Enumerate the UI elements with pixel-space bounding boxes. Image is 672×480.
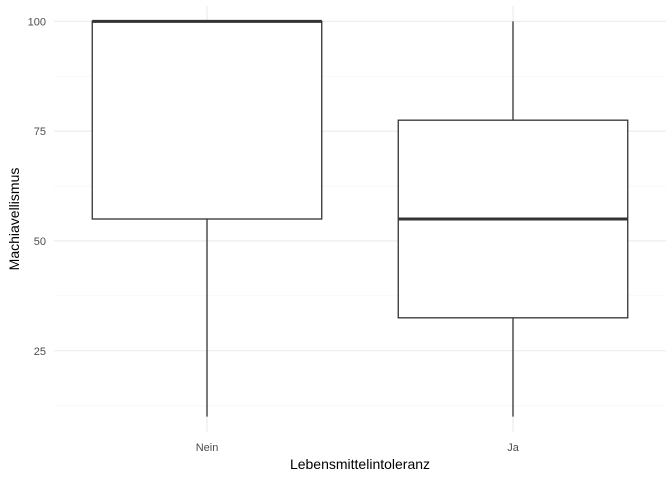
box-nein (91, 20, 323, 220)
y-axis-title: Machiavellismus (6, 168, 22, 271)
x-axis-title: Lebensmittelintoleranz (290, 456, 430, 472)
box-layer (91, 19, 629, 417)
x-tick-label: Nein (196, 442, 219, 454)
y-tick-label: 25 (34, 346, 46, 358)
y-tick-label: 50 (34, 236, 46, 248)
y-tick-label: 100 (28, 16, 46, 28)
y-tick-label: 75 (34, 126, 46, 138)
tick-label-layer: 25 50 75 100 Nein Ja (28, 16, 520, 454)
x-tick-label: Ja (507, 442, 520, 454)
